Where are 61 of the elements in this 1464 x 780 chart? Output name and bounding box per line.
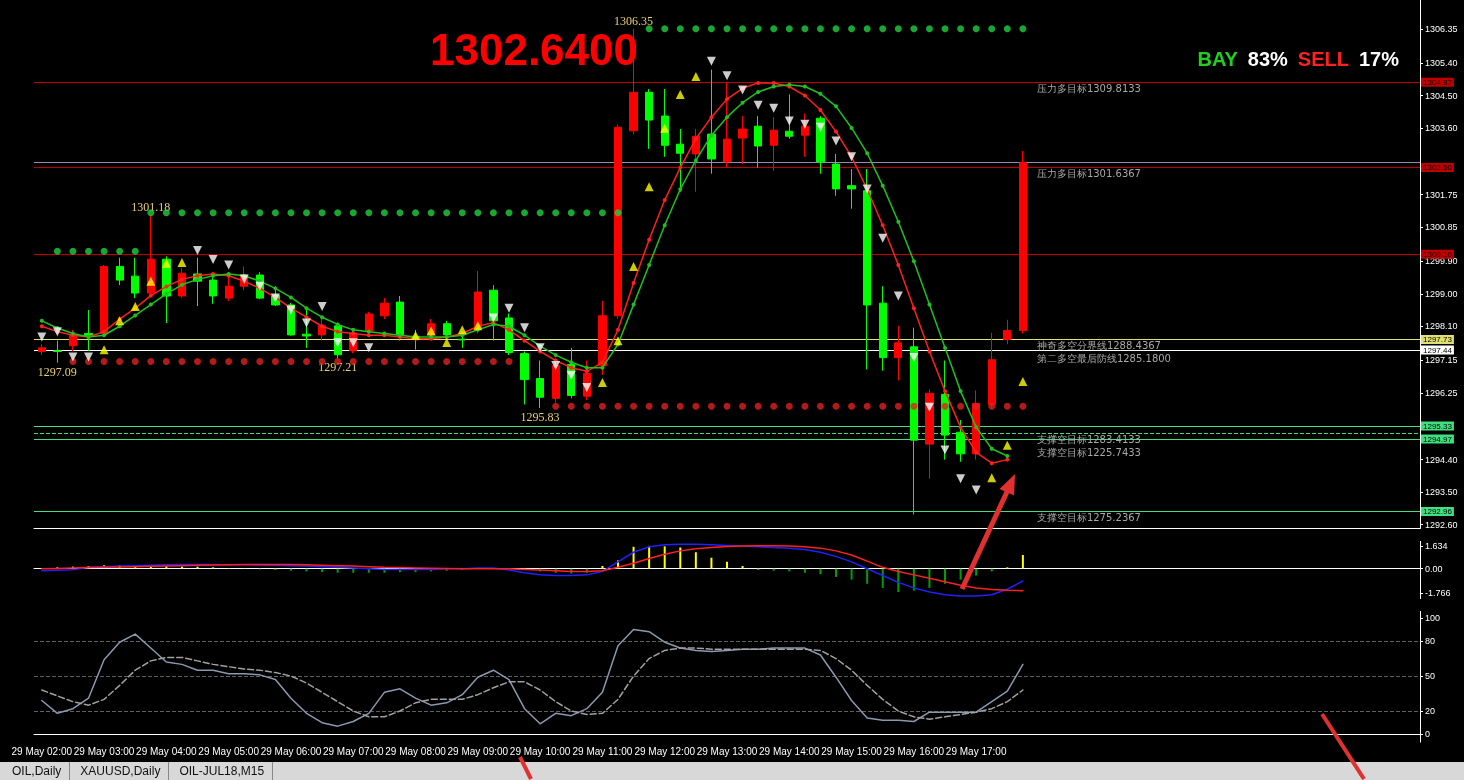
y-tick-label: 20 <box>1425 706 1436 716</box>
y-tick-label: 1294.40 <box>1425 454 1458 465</box>
x-tick-label: 29 May 13:00 <box>696 745 758 757</box>
text: BAY 83% SELL 17% <box>1197 48 1400 70</box>
x-tick-label: 29 May 17:00 <box>945 745 1007 757</box>
y-tick-label: 80 <box>1425 636 1436 647</box>
ref-line-label: 1297.73 <box>1423 335 1453 345</box>
x-tick-label: 29 May 08:00 <box>385 745 447 757</box>
y-tick-label: -1.766 <box>1425 587 1451 598</box>
y-tick-label: 100 <box>1425 612 1441 623</box>
x-tick-label: 29 May 10:00 <box>509 745 571 757</box>
ref-line-label: 1302.50 <box>1423 163 1453 173</box>
y-tick-label: 1300.85 <box>1425 222 1458 233</box>
y-tick-label: 0.00 <box>1425 563 1443 574</box>
text: XAUUSD,Daily <box>72 762 170 780</box>
x-tick-label: 29 May 07:00 <box>322 745 384 757</box>
ref-line-label: 1297.44 <box>1423 345 1453 355</box>
x-tick-label: 29 May 06:00 <box>260 745 322 757</box>
ref-line-label: 1304.87 <box>1423 77 1453 87</box>
x-tick-label: 29 May 04:00 <box>136 745 198 757</box>
text: 1297.21 <box>318 360 358 375</box>
text: 1301.18 <box>131 200 171 215</box>
y-tick-label: 1301.75 <box>1425 189 1458 200</box>
annotation: 支撑空目标1225.7433 <box>1036 446 1141 458</box>
text: 1297.09 <box>37 364 77 379</box>
ref-line-label: 1300.10 <box>1423 249 1453 259</box>
y-tick-label: 1305.40 <box>1425 58 1458 69</box>
annotation: 第二多空最后防线1285.1800 <box>1036 352 1171 364</box>
text: 1295.83 <box>520 410 560 425</box>
y-tick-label: 1304.50 <box>1425 90 1458 101</box>
x-tick-label: 29 May 12:00 <box>634 745 696 757</box>
x-tick-label: 29 May 16:00 <box>883 745 945 757</box>
x-tick-label: 29 May 05:00 <box>198 745 260 757</box>
text: OIL,Daily <box>4 762 71 780</box>
x-tick-label: 29 May 02:00 <box>11 745 73 757</box>
y-tick-label: 1303.60 <box>1425 122 1458 133</box>
x-tick-label: 29 May 15:00 <box>821 745 883 757</box>
y-tick-label: 1306.35 <box>1425 23 1458 34</box>
y-tick-label: 1293.50 <box>1425 487 1458 498</box>
y-tick-label: 1299.00 <box>1425 288 1458 299</box>
y-tick-label: 1292.60 <box>1425 519 1458 530</box>
y-tick-label: 1296.25 <box>1425 387 1458 398</box>
x-tick-label: 29 May 03:00 <box>73 745 135 757</box>
y-tick-label: 1299.90 <box>1425 256 1458 267</box>
y-tick-label: 1298.10 <box>1425 321 1458 332</box>
x-tick-label: 29 May 09:00 <box>447 745 509 757</box>
text: 1306.35 <box>614 13 654 28</box>
y-tick-label: 0 <box>1425 729 1431 740</box>
text: OIL-JUL18,M15 <box>171 762 274 780</box>
y-tick-label: 1297.15 <box>1425 355 1458 366</box>
ref-line-label: 1292.96 <box>1423 507 1453 517</box>
annotation: 支撑空目标1275.2367 <box>1036 512 1141 524</box>
x-tick-label: 29 May 11:00 <box>572 745 633 757</box>
ref-line-label: 1294.97 <box>1423 434 1453 444</box>
annotation: 压力多目标1309.8133 <box>1036 82 1141 94</box>
y-tick-label: 1.634 <box>1425 541 1448 552</box>
y-tick-label: 50 <box>1425 671 1436 682</box>
ref-line-label: 1295.33 <box>1423 421 1453 431</box>
annotation: 压力多目标1301.6367 <box>1036 168 1141 180</box>
annotation: 神奇多空分界线1288.4367 <box>1036 340 1161 352</box>
x-tick-label: 29 May 14:00 <box>758 745 821 757</box>
